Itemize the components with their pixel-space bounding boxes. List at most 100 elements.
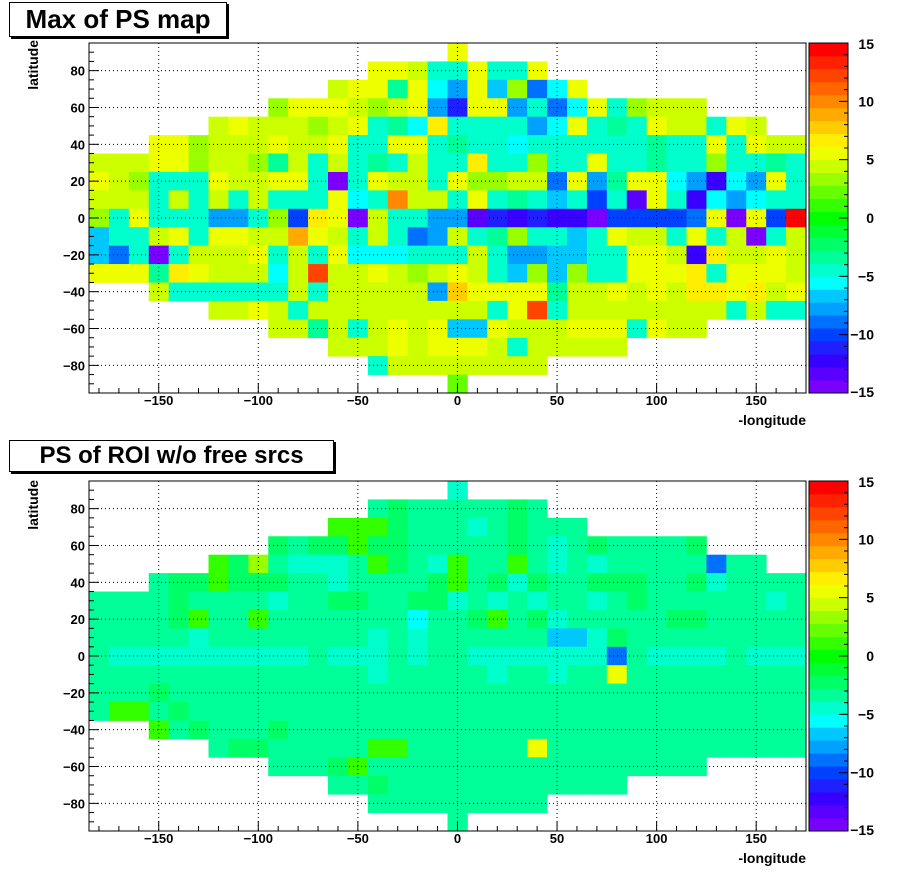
heatmap-cell — [128, 646, 150, 666]
heatmap-cell — [646, 264, 667, 283]
colorbar-swatch — [809, 818, 848, 832]
y-tick-label: −40 — [63, 285, 85, 300]
heatmap-cell — [786, 135, 807, 154]
heatmap-cell — [148, 171, 170, 191]
heatmap-cell — [89, 171, 110, 191]
heatmap-cell — [487, 517, 508, 537]
heatmap-cell — [666, 282, 687, 302]
heatmap-cell — [188, 153, 209, 173]
heatmap-cell — [427, 628, 448, 648]
heatmap-cell — [128, 702, 150, 721]
heatmap-cell — [208, 573, 229, 592]
heatmap-cell — [766, 609, 787, 629]
heatmap-cell — [746, 300, 767, 320]
heatmap-cell — [347, 573, 369, 592]
heatmap-cell — [288, 609, 309, 629]
heatmap-cell — [507, 116, 528, 136]
heatmap-cell — [387, 337, 409, 357]
colorbar-swatch — [809, 649, 848, 663]
heatmap-cell — [507, 517, 528, 537]
heatmap-cell — [148, 227, 170, 247]
heatmap-cell — [387, 591, 409, 611]
heatmap-cell — [427, 190, 448, 210]
heatmap-cell — [666, 702, 687, 721]
colorbar-swatch — [809, 133, 848, 148]
heatmap-cell — [328, 573, 349, 592]
heatmap-cell — [427, 300, 448, 320]
heatmap-cell — [726, 738, 747, 758]
heatmap-cell — [726, 702, 747, 721]
heatmap-cell — [646, 153, 667, 173]
heatmap-cell — [288, 98, 309, 118]
heatmap-cell — [248, 208, 269, 228]
heatmap-cell — [527, 79, 548, 99]
colorbar-swatch — [809, 55, 848, 70]
heatmap-cell — [726, 227, 747, 247]
heatmap-cell — [387, 153, 409, 173]
heatmap-cell — [228, 116, 249, 136]
heatmap-cell — [467, 337, 488, 357]
heatmap-cell — [626, 554, 648, 574]
heatmap-cell — [666, 300, 687, 320]
heatmap-cell — [586, 227, 608, 247]
heatmap-cell — [626, 757, 648, 777]
heatmap-cell — [268, 153, 289, 173]
heatmap-cell — [367, 775, 389, 795]
heatmap-cell — [308, 153, 329, 173]
colorbar-swatch — [809, 727, 848, 741]
heatmap-cell — [108, 208, 130, 228]
heatmap-cell — [567, 775, 588, 795]
x-tick-label: −100 — [244, 831, 273, 846]
heatmap-cell — [407, 702, 428, 721]
heatmap-cell — [407, 775, 428, 795]
heatmap-cell — [328, 665, 349, 685]
colorbar-swatch — [809, 172, 848, 186]
heatmap-cell — [407, 264, 428, 283]
heatmap-cell — [646, 757, 667, 777]
heatmap-cell — [228, 683, 249, 703]
y-tick-label: 60 — [71, 538, 85, 553]
heatmap-cell — [567, 738, 588, 758]
heatmap-cell — [547, 591, 568, 611]
heatmap-cell — [726, 665, 747, 685]
heatmap-cell — [706, 573, 727, 592]
colorbar-swatch — [809, 315, 848, 329]
heatmap-cell — [248, 264, 269, 283]
heatmap-cell — [686, 264, 707, 283]
heatmap-cell — [766, 245, 787, 265]
y-tick-label: −80 — [63, 796, 85, 811]
heatmap-cell — [328, 775, 349, 795]
heatmap-cell — [367, 190, 389, 210]
heatmap-cell — [108, 609, 130, 629]
heatmap-cell — [686, 135, 707, 154]
heatmap-cell — [666, 319, 687, 339]
x-tick-label: 100 — [646, 393, 668, 408]
heatmap-cell — [606, 319, 628, 339]
heatmap-cell — [268, 683, 289, 703]
colorbar-swatch — [809, 740, 848, 754]
heatmap-cell — [606, 683, 628, 703]
heatmap-cell — [168, 153, 189, 173]
heatmap-cell — [626, 646, 648, 666]
heatmap-cell — [89, 208, 110, 228]
heatmap-cell — [308, 98, 329, 118]
heatmap-cell — [308, 683, 329, 703]
heatmap-cell — [128, 171, 150, 191]
heatmap-cell — [626, 738, 648, 758]
colorbar-swatch — [809, 159, 848, 174]
heatmap-cell — [288, 282, 309, 302]
heatmap-cell — [487, 79, 508, 99]
heatmap-cell — [726, 300, 747, 320]
heatmap-cell — [606, 227, 628, 247]
heatmap-cell — [188, 683, 209, 703]
heatmap-cell — [308, 573, 329, 592]
heatmap-cell — [168, 245, 189, 265]
colorbar-swatch — [809, 43, 848, 57]
heatmap-cell — [308, 554, 329, 574]
heatmap-cell — [746, 665, 767, 685]
heatmap-cell — [128, 227, 150, 247]
heatmap-cell — [427, 79, 448, 99]
heatmap-cell — [168, 609, 189, 629]
heatmap-cell — [547, 227, 568, 247]
heatmap-cell — [308, 646, 329, 666]
